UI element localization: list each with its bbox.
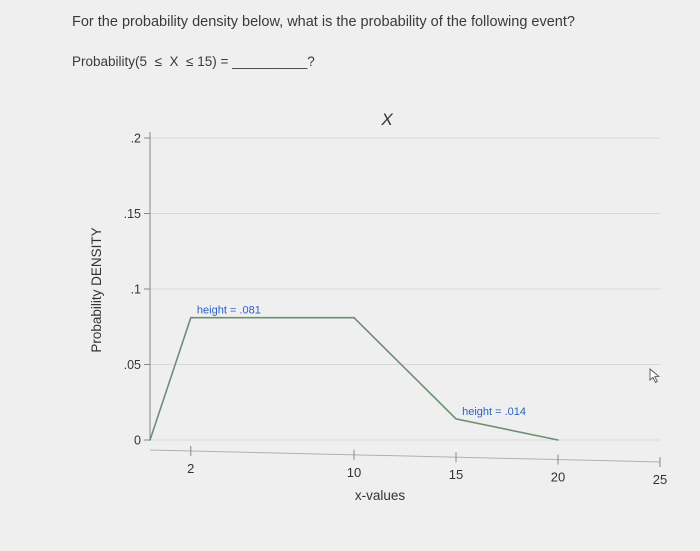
axes xyxy=(144,132,661,467)
x-axis-label: x-values xyxy=(355,488,406,503)
x-axis-line xyxy=(149,449,661,463)
x-tick-label-1: 10 xyxy=(347,465,361,480)
density-point-4 xyxy=(557,439,559,441)
event-prefix: Probability(5 xyxy=(72,54,148,69)
question-prompt: For the probability density below, what … xyxy=(72,14,575,30)
density-point-1 xyxy=(190,316,192,319)
y-tick-label-2: .1 xyxy=(131,283,141,297)
le-symbol-1: ≤ xyxy=(154,54,162,69)
answer-blank[interactable]: __________ xyxy=(232,54,308,69)
event-suffix: 15) = xyxy=(197,54,229,69)
density-point-3 xyxy=(455,418,457,420)
x-tick-label-4: 25 xyxy=(653,472,667,487)
y-tick-label-4: .2 xyxy=(131,132,141,146)
grid xyxy=(150,137,660,441)
labels: X x-values Probability DENSITY 0 .05 .1 .15… xyxy=(89,110,667,503)
y-tick-label-3: .15 xyxy=(124,207,141,221)
chart-title: X xyxy=(380,110,393,129)
x-tick-label-0: 2 xyxy=(187,461,194,476)
probability-event: Probability(5 ≤ X ≤ 15) = __________? xyxy=(72,54,315,69)
y-tick-label-0: 0 xyxy=(134,434,141,448)
y-axis-label: Probability DENSITY xyxy=(89,227,104,352)
height-annotation-0: height = .081 xyxy=(197,305,261,317)
density-line-0 xyxy=(149,316,559,441)
height-annotation-1: height = .014 xyxy=(462,406,526,418)
mouse-cursor-icon xyxy=(649,368,660,384)
density-point-0 xyxy=(149,439,151,441)
question-mark: ? xyxy=(307,54,315,69)
x-tick-label-3: 20 xyxy=(551,470,565,485)
le-symbol-2: ≤ xyxy=(186,54,194,69)
series xyxy=(149,316,559,441)
density-point-2 xyxy=(353,316,355,319)
x-tick-label-2: 15 xyxy=(449,467,463,482)
y-tick-label-1: .05 xyxy=(124,358,141,372)
event-variable: X xyxy=(169,54,179,69)
